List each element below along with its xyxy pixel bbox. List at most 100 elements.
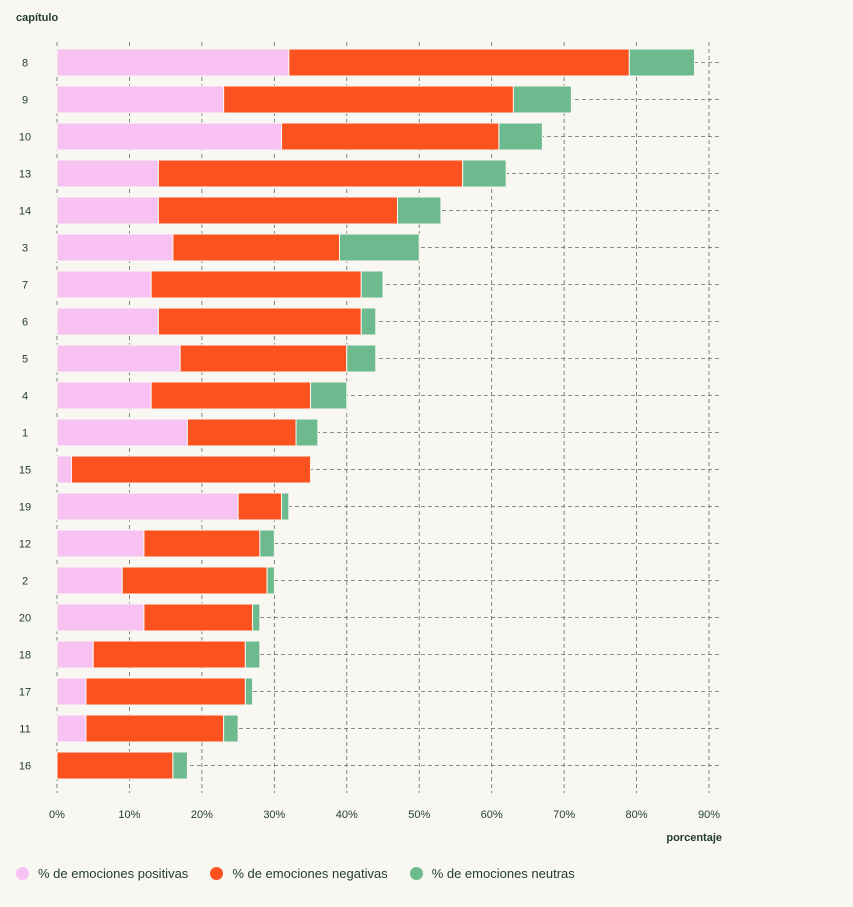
bar-segment-negative [85, 677, 246, 706]
bar-segment-negative [150, 381, 312, 410]
bar-segment-negative [157, 159, 464, 188]
bar-segment-neutral [252, 603, 261, 632]
legend-label-negative: % de emociones negativas [232, 866, 388, 881]
y-tick-label: 7 [22, 280, 28, 292]
bar-segment-neutral [295, 418, 319, 447]
bar-segment-positive [56, 714, 87, 743]
x-tick-label: 80% [626, 809, 648, 821]
x-tick-label: 10% [118, 809, 140, 821]
x-tick-labels: 0% 10% 20% 30% 40% 50% 60% 70% 80% 90% [49, 809, 720, 821]
x-axis-title: porcentaje [666, 832, 722, 844]
bar-segment-negative [143, 529, 261, 558]
bar-segment-positive [56, 529, 145, 558]
bar-segment-negative [121, 566, 268, 595]
x-tick-label: 60% [481, 809, 503, 821]
bar-segment-positive [56, 381, 152, 410]
bar-segment-positive [56, 233, 174, 262]
legend-swatch-negative [210, 867, 224, 880]
bar-segment-negative [92, 640, 246, 669]
y-tick-label: 6 [22, 317, 28, 329]
y-tick-label: 19 [19, 502, 31, 514]
x-tick-label: 50% [408, 809, 430, 821]
legend-swatch-neutral [409, 867, 423, 880]
y-tick-label: 4 [22, 391, 28, 403]
y-tick-label: 12 [19, 539, 31, 551]
bar-segment-negative [179, 344, 348, 373]
y-tick-labels: 8 9 10 13 14 3 7 6 5 4 1 15 19 12 2 20 18 17 11 16 [19, 58, 31, 773]
y-tick-label: 18 [19, 650, 31, 662]
bar-segment-neutral [244, 640, 261, 669]
bar-segment-positive [56, 122, 283, 151]
bar-segment-neutral [339, 233, 420, 262]
y-tick-label: 17 [19, 687, 31, 699]
bar-segment-neutral [244, 677, 254, 706]
legend-label-positive: % de emociones positivas [38, 866, 189, 881]
bar-segment-neutral [223, 714, 239, 743]
bar-segment-negative [186, 418, 297, 447]
bar-segment-negative [223, 85, 514, 114]
x-tick-label: 90% [698, 809, 720, 821]
bar-segment-neutral [281, 492, 290, 521]
bar-segment-neutral [346, 344, 377, 373]
x-tick-label: 20% [191, 809, 213, 821]
bar-segment-neutral [512, 85, 572, 114]
legend: % de emociones positivas % de emociones … [16, 866, 597, 881]
bar-segment-positive [56, 307, 159, 336]
y-tick-label: 14 [19, 206, 31, 218]
bar-segment-neutral [396, 196, 442, 225]
bar-segment-neutral [310, 381, 348, 410]
bar-segment-negative [150, 270, 362, 299]
bar-segment-positive [56, 455, 72, 484]
bar-segment-positive [56, 492, 239, 521]
bar-segment-positive [56, 418, 188, 447]
legend-item-negative: % de emociones negativas [210, 866, 388, 881]
y-tick-label: 13 [19, 169, 31, 181]
bar-segment-negative [85, 714, 225, 743]
y-tick-label: 8 [22, 58, 28, 70]
bar-segment-positive [56, 603, 145, 632]
legend-label-neutral: % de emociones neutras [431, 866, 575, 881]
y-tick-label: 15 [19, 465, 31, 477]
bar-segment-neutral [266, 566, 275, 595]
bar-segment-neutral [172, 751, 188, 780]
bars [56, 48, 696, 780]
y-tick-label: 16 [19, 761, 31, 773]
bar-segment-neutral [360, 307, 377, 336]
bar-segment-positive [56, 344, 181, 373]
y-tick-label: 3 [22, 243, 28, 255]
bar-segment-negative [172, 233, 341, 262]
legend-item-positive: % de emociones positivas [16, 866, 188, 881]
bar-segment-negative [237, 492, 283, 521]
bar-segment-negative [143, 603, 254, 632]
bar-segment-positive [56, 677, 87, 706]
bar-segment-negative [157, 307, 362, 336]
bar-segment-positive [56, 48, 290, 77]
x-tick-label: 70% [553, 809, 575, 821]
y-axis-title: capítulo [16, 12, 58, 24]
bar-segment-negative [70, 455, 312, 484]
y-tick-label: 5 [22, 354, 28, 366]
bar-segment-positive [56, 85, 225, 114]
bar-segment-neutral [259, 529, 275, 558]
bar-segment-positive [56, 566, 123, 595]
x-tick-label: 0% [49, 809, 65, 821]
legend-item-neutral: % de emociones neutras [409, 866, 575, 881]
bar-segment-positive [56, 159, 159, 188]
legend-swatch-positive [16, 867, 29, 880]
y-tick-label: 11 [19, 724, 30, 736]
y-tick-label: 1 [22, 428, 28, 440]
bar-segment-neutral [462, 159, 507, 188]
x-tick-label: 30% [263, 809, 285, 821]
bar-segment-negative [157, 196, 398, 225]
bar-segment-negative [56, 751, 174, 780]
bar-segment-positive [56, 640, 94, 669]
y-tick-label: 20 [19, 613, 31, 625]
bar-segment-neutral [360, 270, 384, 299]
y-tick-label: 2 [22, 576, 28, 588]
y-tick-label: 9 [22, 95, 28, 107]
y-tick-label: 10 [19, 132, 31, 144]
gridlines [56, 42, 722, 793]
bar-segment-positive [56, 270, 152, 299]
x-tick-label: 40% [336, 809, 358, 821]
